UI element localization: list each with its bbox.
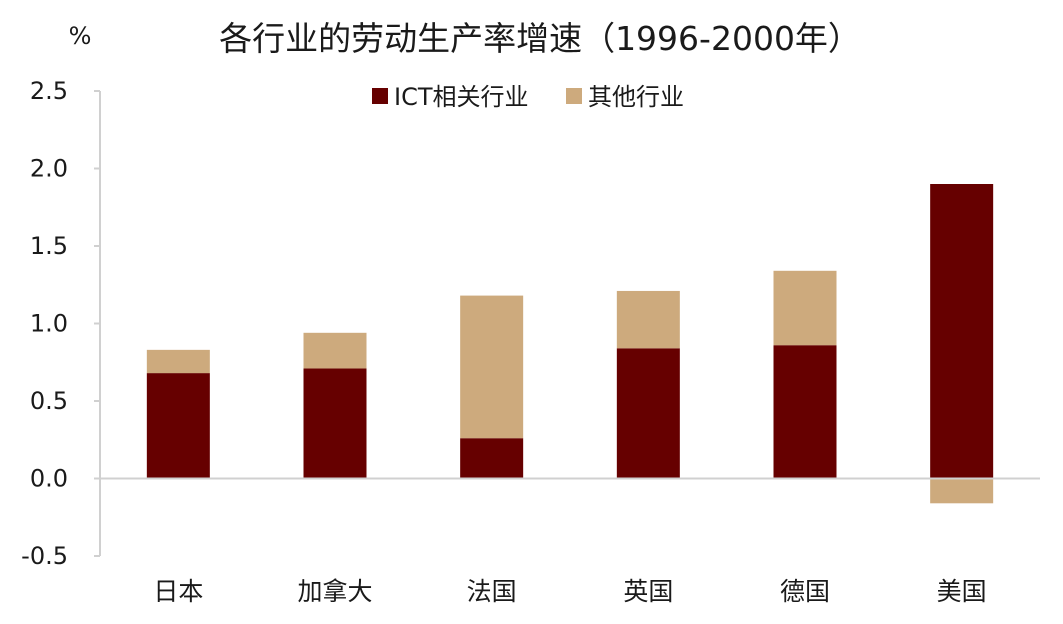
bar-other (773, 270, 837, 346)
y-unit-label: % (69, 22, 92, 50)
y-tick-label: 0.5 (30, 387, 68, 415)
x-tick-label: 德国 (780, 577, 830, 606)
bar-other (460, 295, 524, 439)
bar-other (146, 349, 210, 374)
x-tick-label: 日本 (153, 577, 203, 606)
y-tick-label: 2.0 (30, 155, 68, 183)
bar-other (303, 332, 367, 369)
bar-ict (773, 345, 837, 479)
legend-swatch-other (566, 88, 582, 104)
y-tick-label: -0.5 (21, 542, 68, 570)
x-tick-label: 英国 (623, 577, 673, 606)
y-tick-label: 2.5 (30, 77, 68, 105)
y-axis-ticks: 2.5 2.0 1.5 1.0 0.5 0.0 -0.5 (21, 77, 100, 570)
x-tick-label: 美国 (937, 577, 987, 606)
x-tick-label: 加拿大 (297, 577, 372, 606)
y-tick-label: 0.0 (30, 465, 68, 493)
bar-other (616, 290, 680, 349)
x-tick-label: 法国 (467, 577, 517, 606)
bar-other (930, 478, 994, 504)
x-axis-labels: 日本 加拿大 法国 英国 德国 美国 (153, 577, 986, 606)
legend-label-ict: ICT相关行业 (394, 83, 529, 111)
legend-swatch-ict (372, 88, 388, 104)
legend: ICT相关行业 其他行业 (372, 83, 684, 111)
chart-title: 各行业的劳动生产率增速（1996-2000年） (219, 19, 861, 58)
legend-label-other: 其他行业 (588, 83, 684, 111)
bar-ict (616, 348, 680, 479)
bar-ict (930, 184, 994, 479)
bars (146, 184, 994, 504)
y-tick-label: 1.0 (30, 310, 68, 338)
bar-ict (303, 368, 367, 479)
y-tick-label: 1.5 (30, 232, 68, 260)
bar-ict (460, 438, 524, 479)
bar-ict (146, 373, 210, 479)
